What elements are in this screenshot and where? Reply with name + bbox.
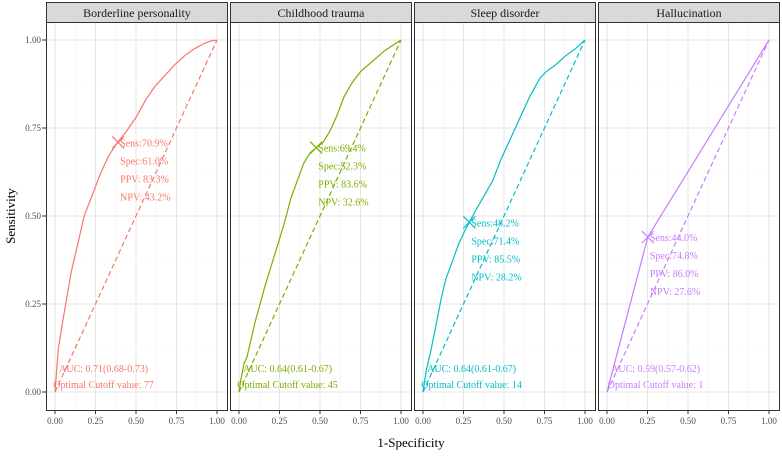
- x-tick-label: 0.00: [231, 416, 247, 426]
- auc-label: AUC: 0.64(0.61-0.67): [427, 364, 516, 375]
- y-tick-label: 0.75: [25, 123, 41, 133]
- x-tick-label: 0.00: [47, 416, 63, 426]
- sensitivity-label: Sens:70.9%: [120, 138, 167, 149]
- reference-diagonal: [54, 39, 218, 393]
- x-tick-label: 1.00: [209, 416, 225, 426]
- x-tick-label: 0.00: [415, 416, 431, 426]
- roc-curve: [238, 39, 402, 393]
- y-tick-label: 0.50: [25, 211, 41, 221]
- specificity-label: Spec:52.3%: [318, 162, 366, 173]
- specificity-label: Spec:61.0%: [120, 156, 168, 167]
- optimal-point-marker: [641, 230, 655, 244]
- x-tick-label: 0.25: [456, 416, 472, 426]
- optimal-point-marker: [462, 215, 476, 229]
- x-tick-label: 0.00: [599, 416, 615, 426]
- optimal-point-marker: [309, 141, 323, 155]
- auc-label: AUC: 0.64(0.61-0.67): [243, 364, 332, 375]
- x-tick-label: 0.75: [537, 416, 553, 426]
- x-tick-label: 0.50: [496, 416, 512, 426]
- sensitivity-label: Sens:69.4%: [318, 144, 366, 155]
- x-tick-label: 0.50: [128, 416, 144, 426]
- panel-border: [598, 22, 780, 411]
- cutoff-label: Optimal Cutoff value: 14: [421, 380, 522, 391]
- x-tick-label: 0.50: [680, 416, 696, 426]
- ppv-label: PPV: 83.3%: [120, 174, 169, 185]
- ppv-label: PPV: 83.6%: [318, 180, 367, 191]
- roc-curve: [422, 39, 586, 393]
- panel-border: [46, 22, 228, 411]
- npv-label: NPV: 32.6%: [318, 198, 368, 209]
- facet-panel: Borderline personality Sens:70.9% Spec:61.…: [46, 2, 228, 426]
- optimal-point-marker: [111, 136, 125, 149]
- npv-label: NPV: 27.6%: [650, 287, 700, 298]
- facet-panel: Sleep disorder Sens:48.2% Spec:71.4% PPV: 8…: [414, 2, 596, 426]
- auc-label: AUC: 0.71(0.68-0.73): [59, 364, 148, 375]
- x-tick-label: 1.00: [393, 416, 409, 426]
- x-tick-label: 0.25: [272, 416, 288, 426]
- x-tick-label: 1.00: [761, 416, 777, 426]
- x-tick-label: 0.25: [640, 416, 656, 426]
- cutoff-label: Optimal Cutoff value: 45: [237, 380, 338, 391]
- facet-panel: Hallucination Sens:44.0% Spec:74.8% PPV: 86…: [598, 2, 780, 426]
- sensitivity-label: Sens:48.2%: [471, 218, 519, 229]
- facet-title: Sleep disorder: [471, 6, 540, 20]
- x-tick-label: 0.50: [312, 416, 328, 426]
- auc-label: AUC: 0.59(0.57-0.62): [611, 364, 700, 375]
- reference-diagonal: [238, 39, 402, 393]
- y-tick-label: 0.00: [25, 387, 41, 397]
- facet-title: Borderline personality: [83, 6, 191, 20]
- specificity-label: Spec:74.8%: [650, 251, 698, 262]
- x-tick-label: 1.00: [577, 416, 593, 426]
- y-tick-label: 1.00: [25, 35, 41, 45]
- reference-diagonal: [606, 39, 770, 393]
- cutoff-label: Optimal Cutoff value: 77: [53, 380, 154, 391]
- ppv-label: PPV: 85.5%: [471, 254, 520, 265]
- x-tick-label: 0.75: [353, 416, 369, 426]
- facet-title: Childhood trauma: [278, 6, 366, 20]
- reference-diagonal: [422, 39, 586, 393]
- npv-label: NPV: 43.2%: [120, 192, 170, 203]
- facet-panel: Childhood trauma Sens:69.4% Spec:52.3% PPV:…: [230, 2, 412, 426]
- ppv-label: PPV: 86.0%: [650, 269, 699, 280]
- x-tick-label: 0.75: [721, 416, 737, 426]
- facet-title: Hallucination: [656, 6, 721, 20]
- specificity-label: Spec:71.4%: [471, 236, 519, 247]
- y-axis-title: Sensitivity: [3, 188, 18, 244]
- y-tick-label: 0.25: [25, 299, 41, 309]
- sensitivity-label: Sens:44.0%: [650, 233, 698, 244]
- npv-label: NPV: 28.2%: [471, 272, 521, 283]
- panel-border: [230, 22, 412, 411]
- cutoff-label: Optimal Cutoff value: 1: [608, 380, 704, 391]
- x-tick-label: 0.75: [169, 416, 185, 426]
- x-axis-title: 1-Specificity: [377, 435, 445, 450]
- panel-border: [414, 22, 596, 411]
- x-tick-label: 0.25: [88, 416, 104, 426]
